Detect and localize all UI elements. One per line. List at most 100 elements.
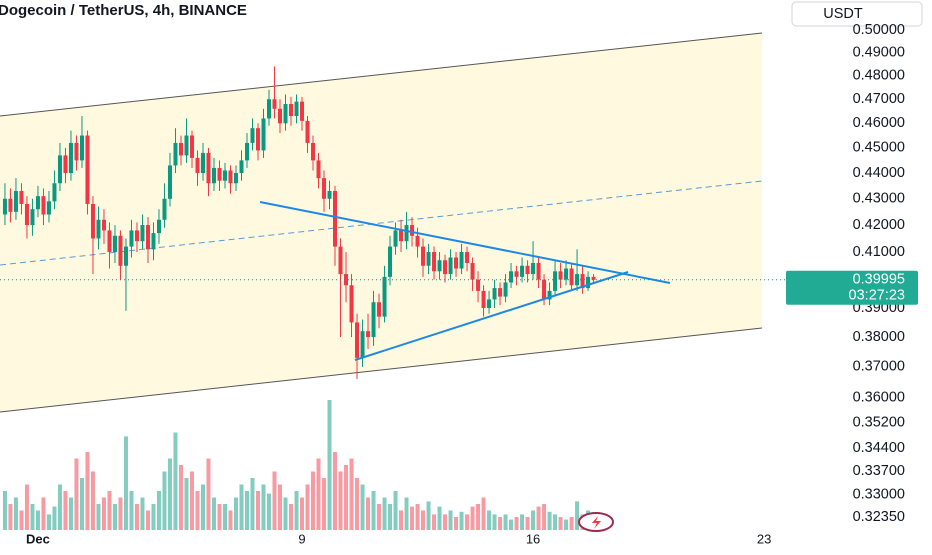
icon-bolt [592, 516, 601, 529]
volume-bar [300, 497, 305, 530]
volume-bar [514, 517, 519, 530]
volume-bar [322, 478, 327, 530]
candle-body [327, 190, 332, 199]
candle-body [189, 135, 194, 158]
volume-bar [542, 504, 547, 530]
candle-body [41, 196, 46, 215]
candle-body [421, 246, 426, 266]
candle-body [338, 246, 343, 275]
candle-body [426, 252, 431, 266]
triangle-lower [354, 271, 629, 361]
volume-bar [195, 491, 200, 530]
candle-body [134, 230, 139, 242]
volume-bar [145, 510, 150, 530]
replay-icon[interactable] [578, 512, 614, 532]
candle-body [432, 252, 437, 272]
volume-bar [492, 514, 497, 530]
channel-top [0, 32, 763, 117]
candle-body [211, 167, 216, 184]
candle-body [178, 142, 183, 156]
volume-bar [151, 504, 156, 530]
volume-bar [399, 510, 404, 530]
channel-mid [0, 180, 763, 266]
candle-body [24, 203, 29, 226]
volume-bar [426, 501, 431, 530]
volume-bar [525, 517, 530, 530]
volume-bar [503, 514, 508, 530]
volume-bar [575, 501, 580, 530]
y-tick-label: 0.45000 [853, 140, 905, 156]
candle-body [74, 142, 79, 161]
volume-bar [371, 491, 376, 530]
y-tick-label: 0.34400 [853, 440, 905, 456]
volume-bar [432, 514, 437, 530]
candle-body [591, 276, 596, 280]
volume-bar [459, 511, 464, 530]
candle-body [305, 120, 310, 143]
volume-bar [46, 514, 51, 530]
volume-bar [140, 497, 145, 530]
y-tick-label: 0.43000 [853, 191, 905, 207]
volume-bar [112, 504, 117, 530]
volume-bar [404, 497, 409, 530]
volume-bar [173, 432, 178, 530]
candle-body [173, 142, 178, 166]
chart-title: Dogecoin / TetherUS, 4h, BINANCE [0, 2, 247, 19]
volume-bar [454, 517, 459, 530]
candle-body [118, 235, 123, 266]
candle-body [553, 271, 558, 291]
candle-body [569, 268, 574, 286]
volume-bar [487, 510, 492, 530]
candle-body [443, 260, 448, 275]
volume-bar [393, 491, 398, 530]
volume-bar [536, 506, 541, 530]
candle-body [19, 190, 24, 204]
candle-body [278, 108, 283, 124]
candle-body [283, 104, 288, 124]
candle-body [195, 157, 200, 174]
candle-body [404, 225, 409, 242]
y-tick-label: 0.41000 [853, 244, 905, 260]
y-tick-label: 0.42000 [853, 217, 905, 233]
volume-bar [52, 506, 57, 530]
x-tick-label: 9 [298, 531, 305, 546]
candle-body [514, 271, 519, 277]
volume-bar [134, 504, 139, 530]
volume-bar [129, 491, 134, 530]
currency-box[interactable] [791, 1, 923, 27]
candle-body [333, 190, 338, 247]
volume-bar [421, 510, 426, 530]
volume-bar [272, 471, 277, 530]
volume-bar [118, 497, 123, 530]
volume-bar [79, 478, 84, 530]
candle-body [156, 219, 161, 234]
last-price-label: 0.39995 [853, 272, 905, 288]
currency: USDT [823, 6, 863, 22]
volume-bar [156, 491, 161, 530]
x-tick-label: 16 [526, 531, 540, 546]
candle-body [261, 118, 266, 151]
volume-bar [57, 484, 62, 530]
candle-body [459, 252, 464, 269]
volume-bar [294, 491, 299, 530]
candle-body [437, 260, 442, 272]
candle-body [239, 160, 244, 174]
candle-body [575, 274, 580, 286]
candle-body [267, 99, 272, 119]
volume-bar [2, 491, 7, 530]
volume-bar [448, 510, 453, 530]
volume-bar [107, 491, 112, 530]
y-tick-label: 0.49000 [853, 44, 905, 60]
candle-body [498, 288, 503, 297]
candle-body [35, 196, 40, 210]
x-tick-label: 23 [757, 531, 771, 546]
candle-body [344, 274, 349, 286]
title-bg [0, 0, 500, 24]
volume-pane [2, 400, 596, 530]
y-tick-label: 0.38000 [853, 329, 905, 345]
candle-body [96, 219, 101, 239]
candle-body [509, 271, 514, 283]
volume-bar [244, 491, 249, 530]
volume-bar [465, 514, 470, 530]
